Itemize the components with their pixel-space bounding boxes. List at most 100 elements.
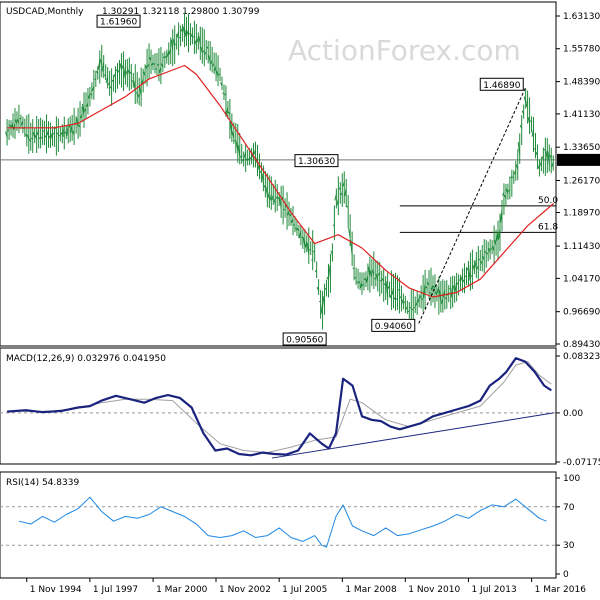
price-bar-tick [464, 275, 467, 278]
y-tick-label: 1.48390 [563, 78, 600, 88]
price-bars [5, 12, 554, 330]
price-bar-tick [117, 69, 120, 73]
price-bar-tick [346, 205, 349, 208]
current-price-tag [557, 153, 600, 166]
price-bar-tick [476, 265, 479, 270]
price-bar-tick [502, 192, 505, 196]
price-bar-tick [411, 308, 414, 311]
price-bar-tick [535, 151, 538, 156]
macd-panel-frame [0, 347, 557, 465]
price-bar-tick [184, 28, 188, 37]
price-bar-tick [367, 266, 371, 277]
price-bar-tick [407, 310, 410, 313]
price-bar-tick [385, 281, 389, 297]
price-bar-tick [336, 199, 339, 206]
price-bar-tick [543, 148, 546, 151]
rsi-title: RSI(14) 54.8339 [6, 478, 79, 488]
price-bar-tick [143, 71, 146, 77]
price-bar-tick [200, 46, 203, 54]
price-label: 1.30630 [298, 157, 335, 167]
price-bar-tick [186, 30, 189, 37]
price-bar-tick [151, 62, 154, 66]
price-bar-tick [488, 247, 491, 254]
price-bar-tick [433, 285, 436, 289]
price-label: 1.61960 [100, 18, 137, 28]
price-bar-tick [202, 50, 205, 53]
price-bar-tick [70, 123, 73, 133]
price-bar-tick [196, 37, 199, 43]
price-bar-tick [36, 129, 40, 136]
price-bar-tick [275, 196, 278, 199]
price-bar-tick [28, 138, 32, 142]
price-bar-tick [224, 93, 227, 96]
x-tick-label: 1 Mar 2000 [156, 585, 208, 595]
price-bar-tick [496, 230, 499, 241]
price-bar-tick [129, 71, 132, 75]
price-bar-tick [393, 296, 396, 300]
price-bar-tick [235, 141, 239, 151]
price-bar-tick [403, 301, 406, 304]
y-tick-label: 1.55780 [563, 45, 600, 55]
price-bar-tick [519, 124, 523, 129]
price-bar-tick [452, 285, 456, 291]
price-bar-tick [263, 185, 266, 189]
price-bar-tick [105, 76, 109, 83]
price-bar-tick [119, 63, 122, 70]
price-bar-tick [322, 295, 326, 307]
price-bar-tick [450, 285, 454, 298]
price-bar-tick [342, 182, 345, 187]
y-tick-label: 0.89430 [563, 340, 600, 350]
price-bar-tick [269, 194, 272, 201]
price-bar-tick [241, 158, 245, 162]
price-bar-tick [91, 86, 95, 92]
price-label-box [282, 332, 327, 346]
price-bar-tick [515, 164, 519, 170]
price-bar-tick [503, 194, 507, 199]
y-tick-label: 0 [563, 570, 569, 580]
price-bar-tick [170, 39, 174, 50]
price-bar-tick [137, 93, 140, 99]
price-label-box [96, 14, 141, 28]
price-bar-tick [492, 245, 495, 252]
y-tick-label: 1.33650 [563, 143, 600, 153]
price-bar-tick [94, 78, 96, 81]
price-bar-tick [291, 218, 294, 223]
price-bar-tick [352, 267, 355, 270]
price-bar-tick [480, 260, 483, 265]
price-bar-tick [163, 56, 166, 59]
price-bar-tick [72, 130, 75, 136]
price-bar-tick [127, 69, 130, 75]
price-bar-tick [115, 69, 118, 72]
price-bar-tick [229, 121, 233, 135]
price-bar-tick [216, 70, 219, 78]
price-bar-tick [304, 241, 308, 248]
x-tick-label: 1 Jul 2005 [282, 585, 327, 595]
price-bar-tick [462, 278, 465, 283]
price-bar-tick [306, 242, 310, 255]
price-bar-tick [547, 151, 550, 165]
price-bar-tick [454, 282, 458, 292]
price-bar-tick [293, 224, 296, 226]
price-bar-tick [381, 278, 385, 282]
x-tick-label: 1 Jul 2013 [471, 585, 516, 595]
price-bar-tick [190, 32, 193, 37]
price-bar-tick [16, 118, 20, 124]
price-bar-tick [362, 284, 365, 286]
price-bar-tick [5, 131, 8, 138]
price-bar-tick [283, 208, 286, 211]
x-axis: 1 Nov 1994 1 Jul 1997 1 Mar 2000 1 Nov 2002… [26, 578, 586, 595]
price-bar-tick [545, 150, 548, 161]
price-bar-tick [164, 56, 168, 59]
price-bar-tick [470, 275, 473, 278]
price-bar-tick [80, 114, 83, 119]
price-bar-tick [52, 132, 55, 135]
price-bar-tick [387, 285, 391, 289]
price-bar-tick [417, 297, 420, 303]
price-bar-tick [505, 188, 509, 194]
rsi-panel: RSI(14) 54.8339 100 70 30 0 [0, 471, 580, 580]
price-label: 1.46890 [483, 81, 520, 91]
price-bar-tick [149, 56, 152, 62]
price-label: 0.90560 [286, 335, 323, 345]
price-bar-tick [334, 194, 337, 201]
y-tick-label: 1.41130 [563, 110, 600, 120]
